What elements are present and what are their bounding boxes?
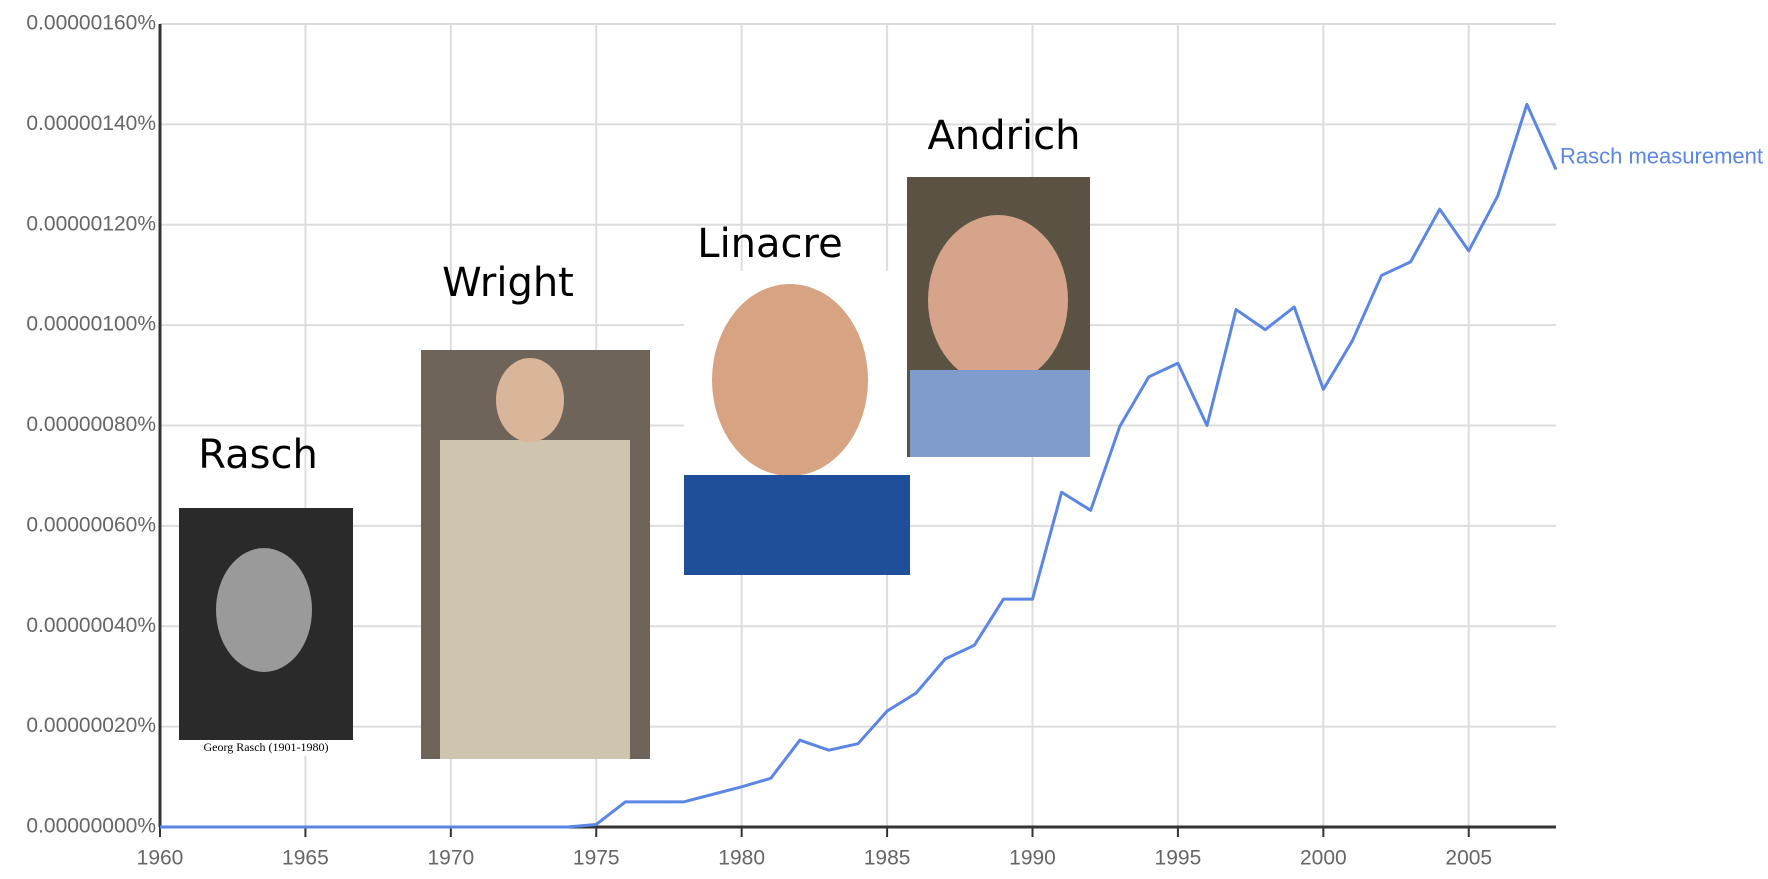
x-tick-label: 2005 — [1445, 847, 1492, 870]
x-tick-label: 1970 — [427, 847, 474, 870]
photo-face — [712, 284, 868, 476]
chart: Georg Rasch (1901-1980) 0.00000000% 0.000… — [0, 0, 1768, 879]
annotation: Wright — [442, 260, 574, 306]
photo-face — [496, 358, 564, 442]
x-tick-label: 1990 — [1009, 847, 1056, 870]
y-tick-label: 0.00000140% — [26, 112, 156, 135]
photo-sweater — [684, 475, 910, 575]
x-tick-label: 1965 — [282, 847, 329, 870]
annotation: Andrich — [927, 113, 1080, 159]
photo-suit — [440, 440, 630, 759]
photo-face — [928, 215, 1068, 385]
photo-caption: Georg Rasch (1901-1980) — [203, 740, 328, 754]
x-tick-label: 1975 — [573, 847, 620, 870]
y-tick-label: 0.00000040% — [26, 614, 156, 637]
y-tick-label: 0.00000080% — [26, 413, 156, 436]
y-tick-label: 0.00000020% — [26, 714, 156, 737]
y-tick-label: 0.00000120% — [26, 212, 156, 235]
series-label: Rasch measurement — [1560, 143, 1763, 168]
photo-face — [216, 548, 312, 672]
x-tick-label: 1985 — [864, 847, 911, 870]
annotation: Rasch — [198, 432, 318, 478]
x-tick-label: 1960 — [137, 847, 184, 870]
y-tick-label: 0.00000160% — [26, 12, 156, 35]
x-tick-label: 1995 — [1155, 847, 1202, 870]
annotation: Linacre — [697, 221, 842, 267]
photo-shirt — [910, 370, 1090, 457]
y-tick-label: 0.00000000% — [26, 815, 156, 838]
x-tick-label: 2000 — [1300, 847, 1347, 870]
x-tick-label: 1980 — [718, 847, 765, 870]
y-tick-label: 0.00000060% — [26, 513, 156, 536]
y-tick-label: 0.00000100% — [26, 313, 156, 336]
